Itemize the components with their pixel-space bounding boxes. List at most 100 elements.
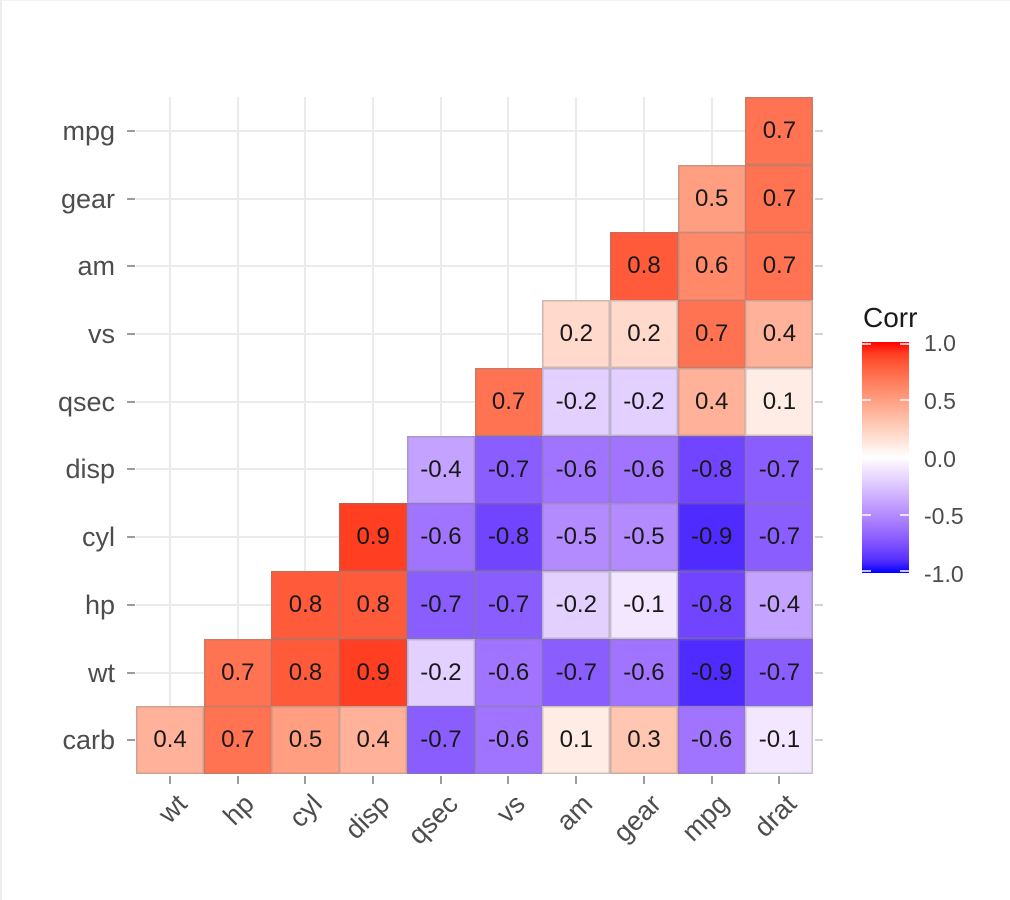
cell-value: 0.8 xyxy=(627,252,661,280)
y-tick-right-disp xyxy=(815,468,823,471)
cell-value: 0.9 xyxy=(356,523,390,551)
legend-bar-tick xyxy=(900,343,909,345)
cell-value: -0.6 xyxy=(487,726,530,754)
cell-value: -0.9 xyxy=(691,658,733,686)
gridline-vertical-hp xyxy=(236,97,239,774)
x-tick-vs xyxy=(507,776,510,784)
cell-disp-am: -0.6 xyxy=(542,435,611,504)
cell-value: 0.2 xyxy=(627,320,661,348)
cell-wt-am: -0.7 xyxy=(542,638,611,707)
cell-carb-vs: -0.6 xyxy=(474,706,543,775)
cell-carb-gear: 0.3 xyxy=(609,706,679,775)
cell-vs-am: 0.2 xyxy=(542,300,611,369)
y-tick-wt xyxy=(127,671,135,674)
cell-value: 0.7 xyxy=(695,320,729,348)
y-label-carb: carb xyxy=(62,725,115,756)
y-tick-right-gear xyxy=(815,197,823,200)
cell-hp-qsec: -0.7 xyxy=(406,570,475,640)
cell-cyl-vs: -0.8 xyxy=(474,503,543,572)
cell-vs-gear: 0.2 xyxy=(609,300,679,369)
legend-bar-tick xyxy=(862,514,871,517)
y-tick-hp xyxy=(127,603,135,606)
x-label-qsec: qsec xyxy=(401,788,464,851)
legend-bar-tick xyxy=(900,514,909,517)
cell-wt-mpg: -0.9 xyxy=(677,638,746,707)
cell-value: -0.2 xyxy=(420,658,462,686)
cell-value: 0.8 xyxy=(356,590,390,618)
cell-value: -0.7 xyxy=(420,726,462,754)
y-tick-mpg xyxy=(127,129,135,132)
cell-gear-mpg: 0.5 xyxy=(677,164,746,233)
x-label-gear: gear xyxy=(607,788,667,849)
gridline-horizontal-mpg xyxy=(136,129,813,132)
cell-wt-gear: -0.6 xyxy=(609,638,679,707)
cell-value: 0.7 xyxy=(491,387,526,415)
x-tick-gear xyxy=(642,776,645,784)
x-label-cyl: cyl xyxy=(283,788,329,834)
cell-value: -0.6 xyxy=(623,658,665,686)
cell-cyl-gear: -0.5 xyxy=(609,503,679,572)
y-tick-right-qsec xyxy=(815,400,823,403)
gridline-vertical-disp xyxy=(372,97,374,774)
cell-hp-gear: -0.1 xyxy=(609,570,679,640)
y-label-mpg: mpg xyxy=(62,115,115,146)
cell-hp-cyl: 0.8 xyxy=(271,570,340,640)
x-tick-hp xyxy=(236,776,239,784)
y-tick-right-cyl xyxy=(815,536,823,538)
cell-value: -0.8 xyxy=(691,590,733,618)
cell-value: 0.6 xyxy=(695,252,729,280)
gridline-vertical-wt xyxy=(168,97,171,774)
y-label-gear: gear xyxy=(60,183,115,214)
cell-value: -0.7 xyxy=(758,523,801,551)
legend-tick-label--1.0: -1.0 xyxy=(924,561,964,587)
cell-wt-hp: 0.7 xyxy=(203,638,272,707)
y-tick-right-vs xyxy=(815,333,823,335)
legend-bar-tick xyxy=(900,456,909,459)
cell-hp-mpg: -0.8 xyxy=(677,570,746,640)
cell-qsec-vs: 0.7 xyxy=(474,367,543,436)
cell-am-drat: 0.7 xyxy=(745,232,814,301)
cell-value: -0.6 xyxy=(487,658,530,686)
cell-value: -0.6 xyxy=(420,523,462,551)
cell-value: -0.2 xyxy=(623,387,665,415)
cell-value: 0.1 xyxy=(559,726,593,754)
legend-tick-label-0.0: 0.0 xyxy=(924,445,956,472)
legend-bar-tick xyxy=(862,456,871,459)
y-label-cyl: cyl xyxy=(82,522,115,552)
legend-bar-tick xyxy=(862,343,871,345)
y-tick-right-mpg xyxy=(815,129,823,132)
cell-cyl-qsec: -0.6 xyxy=(406,503,475,572)
cell-value: -0.7 xyxy=(420,590,462,618)
cell-hp-drat: -0.4 xyxy=(745,570,814,640)
cell-cyl-am: -0.5 xyxy=(542,503,611,572)
cell-value: 0.5 xyxy=(695,184,729,212)
cell-value: -0.4 xyxy=(758,590,801,618)
cell-hp-am: -0.2 xyxy=(542,570,611,640)
plot-panel: 0.7 0.5 0.7 0.8 0.6 0.7 0.2 0.2 0.7 0.4 0.7 -0.2 -0.… xyxy=(136,97,814,775)
cell-wt-cyl: 0.8 xyxy=(271,638,340,707)
x-tick-am xyxy=(575,776,577,784)
cell-cyl-mpg: -0.9 xyxy=(677,503,746,572)
cell-wt-drat: -0.7 xyxy=(745,638,814,707)
x-label-wt: wt xyxy=(152,788,193,829)
x-tick-qsec xyxy=(439,776,442,784)
cell-wt-qsec: -0.2 xyxy=(406,638,475,707)
cell-disp-mpg: -0.8 xyxy=(677,435,746,504)
legend-bar-tick xyxy=(900,398,909,401)
y-tick-right-am xyxy=(815,265,823,268)
cell-qsec-am: -0.2 xyxy=(542,367,611,436)
y-tick-right-wt xyxy=(815,671,823,674)
cell-value: 0.4 xyxy=(695,387,729,415)
y-label-am: am xyxy=(77,251,115,282)
y-tick-vs xyxy=(127,333,135,335)
cell-value: -0.6 xyxy=(623,455,665,483)
x-label-mpg: mpg xyxy=(675,788,735,847)
cell-disp-vs: -0.7 xyxy=(474,435,543,504)
cell-value: 0.7 xyxy=(221,726,255,754)
cell-value: 0.7 xyxy=(762,252,797,280)
y-tick-carb xyxy=(127,739,135,742)
cell-value: 0.2 xyxy=(559,320,593,348)
cell-value: -0.4 xyxy=(420,455,462,483)
x-tick-disp xyxy=(372,776,374,784)
cell-value: -0.2 xyxy=(555,387,597,415)
